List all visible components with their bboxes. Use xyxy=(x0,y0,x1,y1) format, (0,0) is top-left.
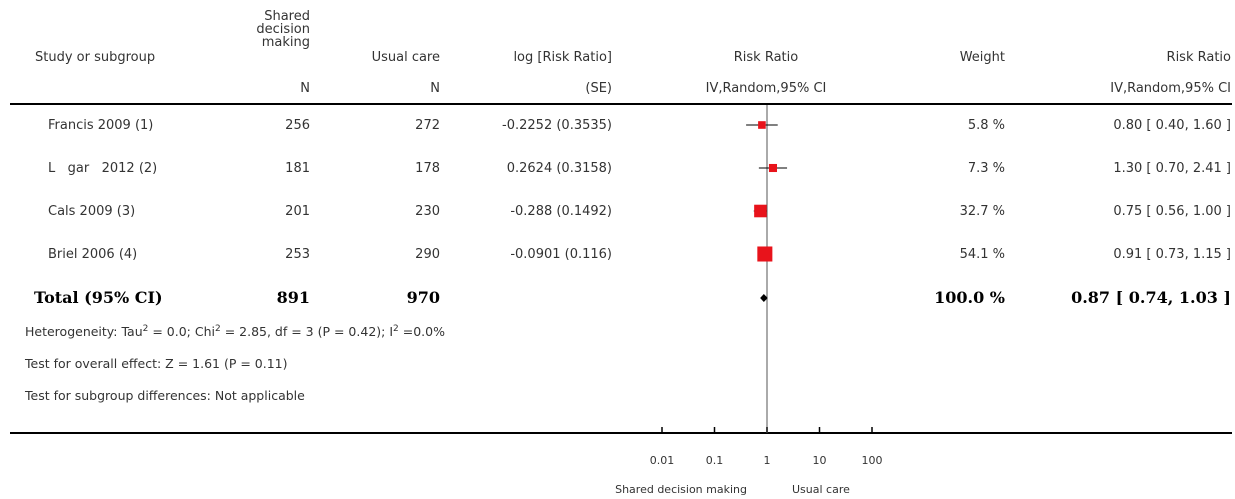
total-ci: 0.87 [ 0.74, 1.03 ] xyxy=(1071,288,1231,307)
study-logrr: 0.2624 (0.3158) xyxy=(506,161,612,176)
study-logrr: -0.288 (0.1492) xyxy=(510,204,612,219)
header-rr-plot-sub: IV,Random,95% CI xyxy=(705,81,827,96)
heterogeneity-text-4: =0.0% xyxy=(398,324,445,340)
study-weight: 7.3 % xyxy=(967,161,1005,176)
study-ci: 1.30 [ 0.70, 2.41 ] xyxy=(1113,161,1231,176)
header-logrr-title: log [Risk Ratio] xyxy=(513,50,612,65)
favours-left-label: Shared decision making xyxy=(615,483,747,496)
header-study: Study or subgroup xyxy=(35,50,156,65)
total-usual-n: 970 xyxy=(406,288,440,307)
study-weight: 54.1 % xyxy=(959,247,1005,262)
favours-right-label: Usual care xyxy=(792,483,850,496)
axis-tick-label: 100 xyxy=(862,454,883,467)
study-marker xyxy=(757,246,773,262)
header-sdm-title-line1: Shared xyxy=(264,9,310,24)
study-ci: 0.91 [ 0.73, 1.15 ] xyxy=(1113,247,1231,262)
bottom-rule xyxy=(10,432,1232,434)
study-name: L gar 2012 (2) xyxy=(48,161,158,176)
heterogeneity-sup-2: 2 xyxy=(214,324,221,334)
overall-effect-note: Test for overall effect: Z = 1.61 (P = 0… xyxy=(25,356,288,371)
study-logrr: -0.2252 (0.3535) xyxy=(502,118,612,133)
header-sdm-title-line3: making xyxy=(261,35,310,50)
study-sdm-n: 253 xyxy=(285,247,310,262)
axis-tick-label: 0.01 xyxy=(650,454,675,467)
study-usual-n: 178 xyxy=(415,161,440,176)
heterogeneity-note: Heterogeneity: Tau2 = 0.0; Chi2 = 2.85, … xyxy=(25,324,445,339)
header-rr-plot-title: Risk Ratio xyxy=(733,50,799,65)
heterogeneity-text-3: = 2.85, df = 3 (P = 0.42); I xyxy=(220,324,394,340)
study-logrr: -0.0901 (0.116) xyxy=(510,247,612,262)
heterogeneity-text-1: Heterogeneity: Tau xyxy=(25,324,143,340)
study-ci: 0.80 [ 0.40, 1.60 ] xyxy=(1113,118,1231,133)
header-sdm-title: Shared decision making xyxy=(230,10,310,49)
study-sdm-n: 256 xyxy=(285,118,310,133)
study-name: Briel 2006 (4) xyxy=(48,247,138,262)
study-weight: 5.8 % xyxy=(967,118,1005,133)
axis-tick-label: 10 xyxy=(813,454,827,467)
study-name: Cals 2009 (3) xyxy=(48,204,136,219)
header-rule xyxy=(10,103,1232,105)
subgroup-note: Test for subgroup differences: Not appli… xyxy=(25,388,305,403)
study-sdm-n: 181 xyxy=(285,161,310,176)
header-rr-title: Risk Ratio xyxy=(1166,50,1231,65)
pooled-diamond xyxy=(760,294,768,302)
study-name: Francis 2009 (1) xyxy=(48,118,154,133)
header-usual-title: Usual care xyxy=(371,50,440,65)
header-sdm-n: N xyxy=(300,81,310,96)
header-rr-sub: IV,Random,95% CI xyxy=(1110,81,1231,96)
heterogeneity-text-2: = 0.0; Chi xyxy=(148,324,215,340)
study-marker xyxy=(754,204,767,218)
header-sdm-title-line2: decision xyxy=(256,22,310,37)
study-usual-n: 290 xyxy=(415,247,440,262)
header-logrr-sub: (SE) xyxy=(585,81,612,96)
study-ci: 0.75 [ 0.56, 1.00 ] xyxy=(1113,204,1231,219)
total-sdm-n: 891 xyxy=(276,288,310,307)
axis-tick-label: 1 xyxy=(764,454,771,467)
study-marker xyxy=(758,121,766,129)
header-weight: Weight xyxy=(959,50,1005,65)
study-weight: 32.7 % xyxy=(959,204,1005,219)
study-usual-n: 272 xyxy=(415,118,440,133)
total-weight: 100.0 % xyxy=(934,288,1005,307)
study-sdm-n: 201 xyxy=(285,204,310,219)
header-usual-n: N xyxy=(430,81,440,96)
axis-tick-label: 0.1 xyxy=(706,454,724,467)
heterogeneity-sup-3: 2 xyxy=(393,324,399,334)
total-label: Total (95% CI) xyxy=(34,288,163,307)
study-usual-n: 230 xyxy=(415,204,440,219)
study-marker xyxy=(768,163,778,173)
heterogeneity-sup-1: 2 xyxy=(142,324,149,334)
